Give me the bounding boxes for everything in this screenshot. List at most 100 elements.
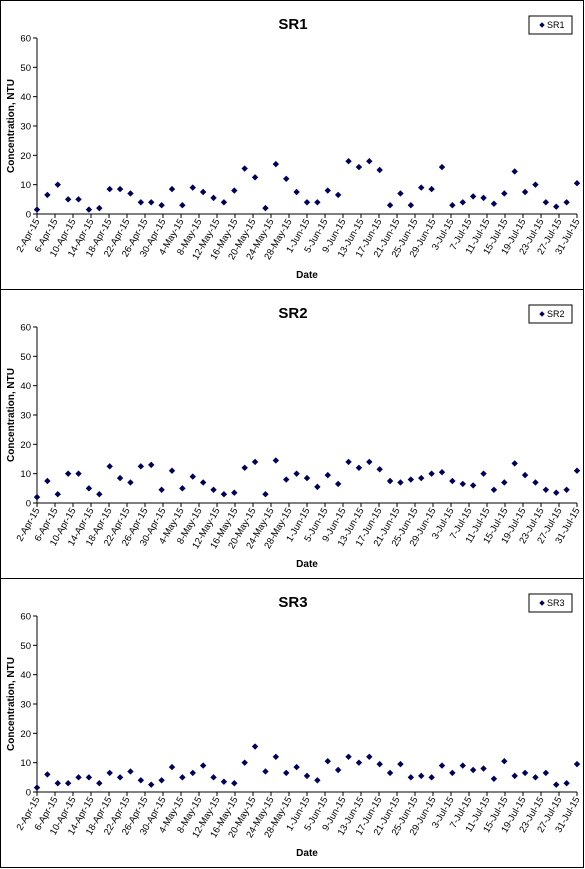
y-tick-label: 10 <box>20 469 31 480</box>
data-point <box>262 204 269 212</box>
data-point <box>220 778 228 785</box>
data-point <box>459 199 466 206</box>
data-point <box>262 491 269 498</box>
chart-panel-sr1: SR1 Concentration, NTU Date 0 10 20 30 40 50 60 2-… <box>0 0 584 290</box>
data-point <box>418 474 425 482</box>
data-point <box>334 766 342 774</box>
data-point <box>314 199 321 206</box>
legend-marker <box>539 311 545 317</box>
y-axis-label: Concentration, NTU <box>6 368 17 462</box>
data-point <box>532 479 539 486</box>
data-point <box>480 194 487 202</box>
data-point <box>168 467 176 474</box>
data-point <box>44 477 51 485</box>
y-tick-label: 40 <box>20 670 31 681</box>
data-point <box>428 774 435 781</box>
data-point <box>283 175 290 182</box>
data-point <box>438 469 446 476</box>
data-point <box>293 470 300 477</box>
data-point <box>355 464 363 471</box>
data-point <box>542 486 550 493</box>
data-point <box>563 780 570 787</box>
data-point <box>407 202 415 209</box>
chart-panel-sr3: SR3 Concentration, NTU Date 0 10 20 30 40 50 60 2-… <box>0 578 584 868</box>
y-tick-label: 20 <box>20 151 31 162</box>
data-point <box>158 486 165 493</box>
chart-title: SR3 <box>278 594 307 611</box>
data-point <box>241 165 248 172</box>
data-point <box>106 185 113 193</box>
data-point <box>231 187 238 194</box>
data-point <box>532 774 539 781</box>
data-point <box>366 158 373 165</box>
data-point <box>33 784 41 791</box>
legend-label: SR3 <box>547 598 565 608</box>
data-point <box>386 477 394 485</box>
data-point <box>33 493 41 501</box>
data-point <box>158 777 165 784</box>
data-point <box>210 486 217 493</box>
y-tick-label: 0 <box>26 210 31 221</box>
data-point <box>469 766 477 774</box>
chart-title: SR1 <box>278 16 307 33</box>
data-point <box>521 769 529 777</box>
data-point <box>355 163 363 171</box>
data-point <box>293 763 300 771</box>
data-point <box>449 202 456 209</box>
data-point <box>542 199 550 206</box>
x-axis-label: Date <box>296 848 318 859</box>
data-point <box>469 482 477 489</box>
y-tick-label: 10 <box>20 758 31 769</box>
y-axis-label: Concentration, NTU <box>6 657 17 751</box>
y-tick-label: 10 <box>20 180 31 191</box>
data-point <box>553 489 560 496</box>
data-point <box>324 471 331 479</box>
data-point <box>44 771 51 778</box>
data-point <box>490 775 498 782</box>
data-point <box>490 200 498 207</box>
y-tick-label: 50 <box>20 352 31 363</box>
data-point <box>553 203 560 210</box>
data-point <box>366 753 373 760</box>
data-point <box>511 772 518 780</box>
y-tick-label: 20 <box>20 440 31 451</box>
data-point <box>397 479 404 486</box>
data-point <box>251 743 259 750</box>
data-point <box>54 491 61 498</box>
data-point <box>386 202 394 209</box>
data-point <box>199 762 207 769</box>
data-point <box>75 774 82 781</box>
data-point <box>179 202 186 209</box>
data-point <box>314 483 321 491</box>
legend-box <box>528 15 573 35</box>
data-point <box>345 753 352 760</box>
data-point <box>106 769 113 777</box>
data-point <box>127 479 134 486</box>
data-point <box>480 765 487 772</box>
data-point <box>75 470 82 477</box>
data-point <box>563 199 570 206</box>
data-point <box>397 760 404 768</box>
data-point <box>262 768 269 775</box>
data-point <box>553 781 560 788</box>
data-point <box>345 458 352 466</box>
data-point <box>64 196 72 203</box>
data-point <box>199 188 207 196</box>
data-point <box>314 777 321 784</box>
data-point <box>85 485 93 492</box>
y-tick-label: 60 <box>20 34 31 45</box>
data-point <box>283 476 290 483</box>
data-point <box>459 480 466 488</box>
data-point <box>428 470 435 477</box>
data-point <box>303 772 311 780</box>
data-point <box>438 762 446 769</box>
chart-panel-sr2: SR2 Concentration, NTU Date 0 10 20 30 40 50 60 2-… <box>0 289 584 579</box>
y-tick-label: 60 <box>20 323 31 334</box>
data-point <box>106 463 113 470</box>
y-tick-label: 60 <box>20 612 31 623</box>
data-point <box>85 206 93 213</box>
data-point <box>501 758 508 765</box>
data-point <box>334 191 342 199</box>
data-point <box>210 774 217 781</box>
data-point <box>407 774 415 781</box>
